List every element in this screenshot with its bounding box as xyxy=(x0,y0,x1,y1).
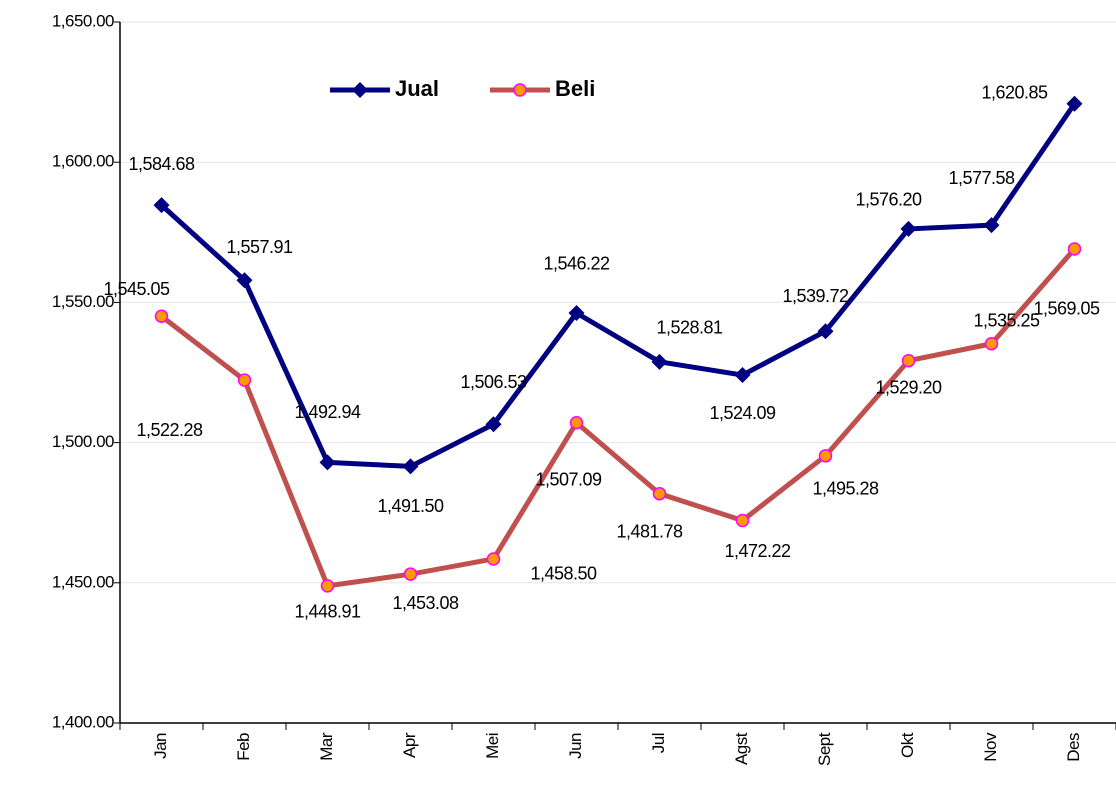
marker xyxy=(319,454,336,471)
data-label: 1,491.50 xyxy=(377,496,444,516)
data-label: 1,481.78 xyxy=(616,521,683,541)
data-label: 1,506.53 xyxy=(460,372,527,392)
data-label: 1,557.91 xyxy=(226,237,293,257)
data-label: 1,539.72 xyxy=(782,286,849,306)
marker xyxy=(734,367,751,384)
marker xyxy=(817,323,834,340)
marker xyxy=(651,353,668,370)
data-label: 1,492.94 xyxy=(294,402,361,422)
marker xyxy=(513,83,527,97)
marker xyxy=(568,304,585,321)
y-tick-label: 1,600.00 xyxy=(52,152,114,171)
data-label: 1,546.22 xyxy=(543,254,610,274)
data-label: 1,458.50 xyxy=(530,564,597,584)
marker xyxy=(652,486,667,501)
y-tick-label: 1,450.00 xyxy=(52,572,114,591)
y-tick-label: 1,550.00 xyxy=(52,292,114,311)
x-tick-label: Okt xyxy=(898,732,917,758)
y-tick-label: 1,500.00 xyxy=(52,432,114,451)
x-tick-label: Nov xyxy=(981,732,1000,762)
data-label: 1,507.09 xyxy=(535,469,602,489)
marker xyxy=(901,353,916,368)
marker xyxy=(153,197,170,214)
marker xyxy=(1066,95,1083,112)
data-label: 1,495.28 xyxy=(812,479,879,499)
marker xyxy=(154,309,169,324)
marker xyxy=(486,552,501,566)
marker xyxy=(569,415,584,430)
marker xyxy=(352,82,368,98)
marker xyxy=(402,458,419,475)
legend-label: Jual xyxy=(395,76,439,101)
x-tick-label: Mei xyxy=(483,733,502,759)
data-label: 1,522.28 xyxy=(136,420,203,440)
x-tick-label: Apr xyxy=(400,732,419,758)
series-line xyxy=(159,102,1077,469)
x-tick-label: Sept xyxy=(815,732,834,766)
marker xyxy=(900,220,917,237)
data-label: 1,528.81 xyxy=(656,318,723,338)
data-label: 1,545.05 xyxy=(103,279,170,299)
x-tick-label: Agst xyxy=(732,732,751,765)
data-label: 1,569.05 xyxy=(1033,299,1100,319)
y-tick-label: 1,400.00 xyxy=(52,712,114,731)
data-label: 1,535.25 xyxy=(973,311,1040,331)
data-label: 1,620.85 xyxy=(981,82,1048,102)
marker xyxy=(320,579,335,593)
marker xyxy=(735,513,750,528)
x-tick-label: Jun xyxy=(566,733,585,759)
data-label: 1,472.22 xyxy=(724,541,791,561)
marker xyxy=(485,416,502,433)
marker xyxy=(818,449,833,463)
x-tick-label: Des xyxy=(1064,733,1083,762)
marker xyxy=(1067,242,1082,256)
data-label: 1,584.68 xyxy=(128,154,195,174)
legend-label: Beli xyxy=(555,76,595,101)
y-tick-label: 1,650.00 xyxy=(52,11,114,30)
data-label: 1,524.09 xyxy=(709,403,776,423)
marker xyxy=(984,337,999,351)
marker xyxy=(236,272,253,289)
x-tick-label: Jul xyxy=(649,733,668,753)
data-label: 1,576.20 xyxy=(855,190,922,210)
x-tick-label: Feb xyxy=(234,733,253,761)
series-line xyxy=(159,247,1077,589)
x-tick-label: Mar xyxy=(317,732,336,761)
x-tick-label: Jan xyxy=(151,733,170,759)
marker xyxy=(237,373,252,387)
marker xyxy=(403,567,418,581)
data-label: 1,529.20 xyxy=(875,377,942,397)
marker xyxy=(983,217,1000,234)
data-label: 1,448.91 xyxy=(294,602,361,622)
data-label: 1,453.08 xyxy=(392,593,459,613)
data-label: 1,577.58 xyxy=(948,168,1015,188)
